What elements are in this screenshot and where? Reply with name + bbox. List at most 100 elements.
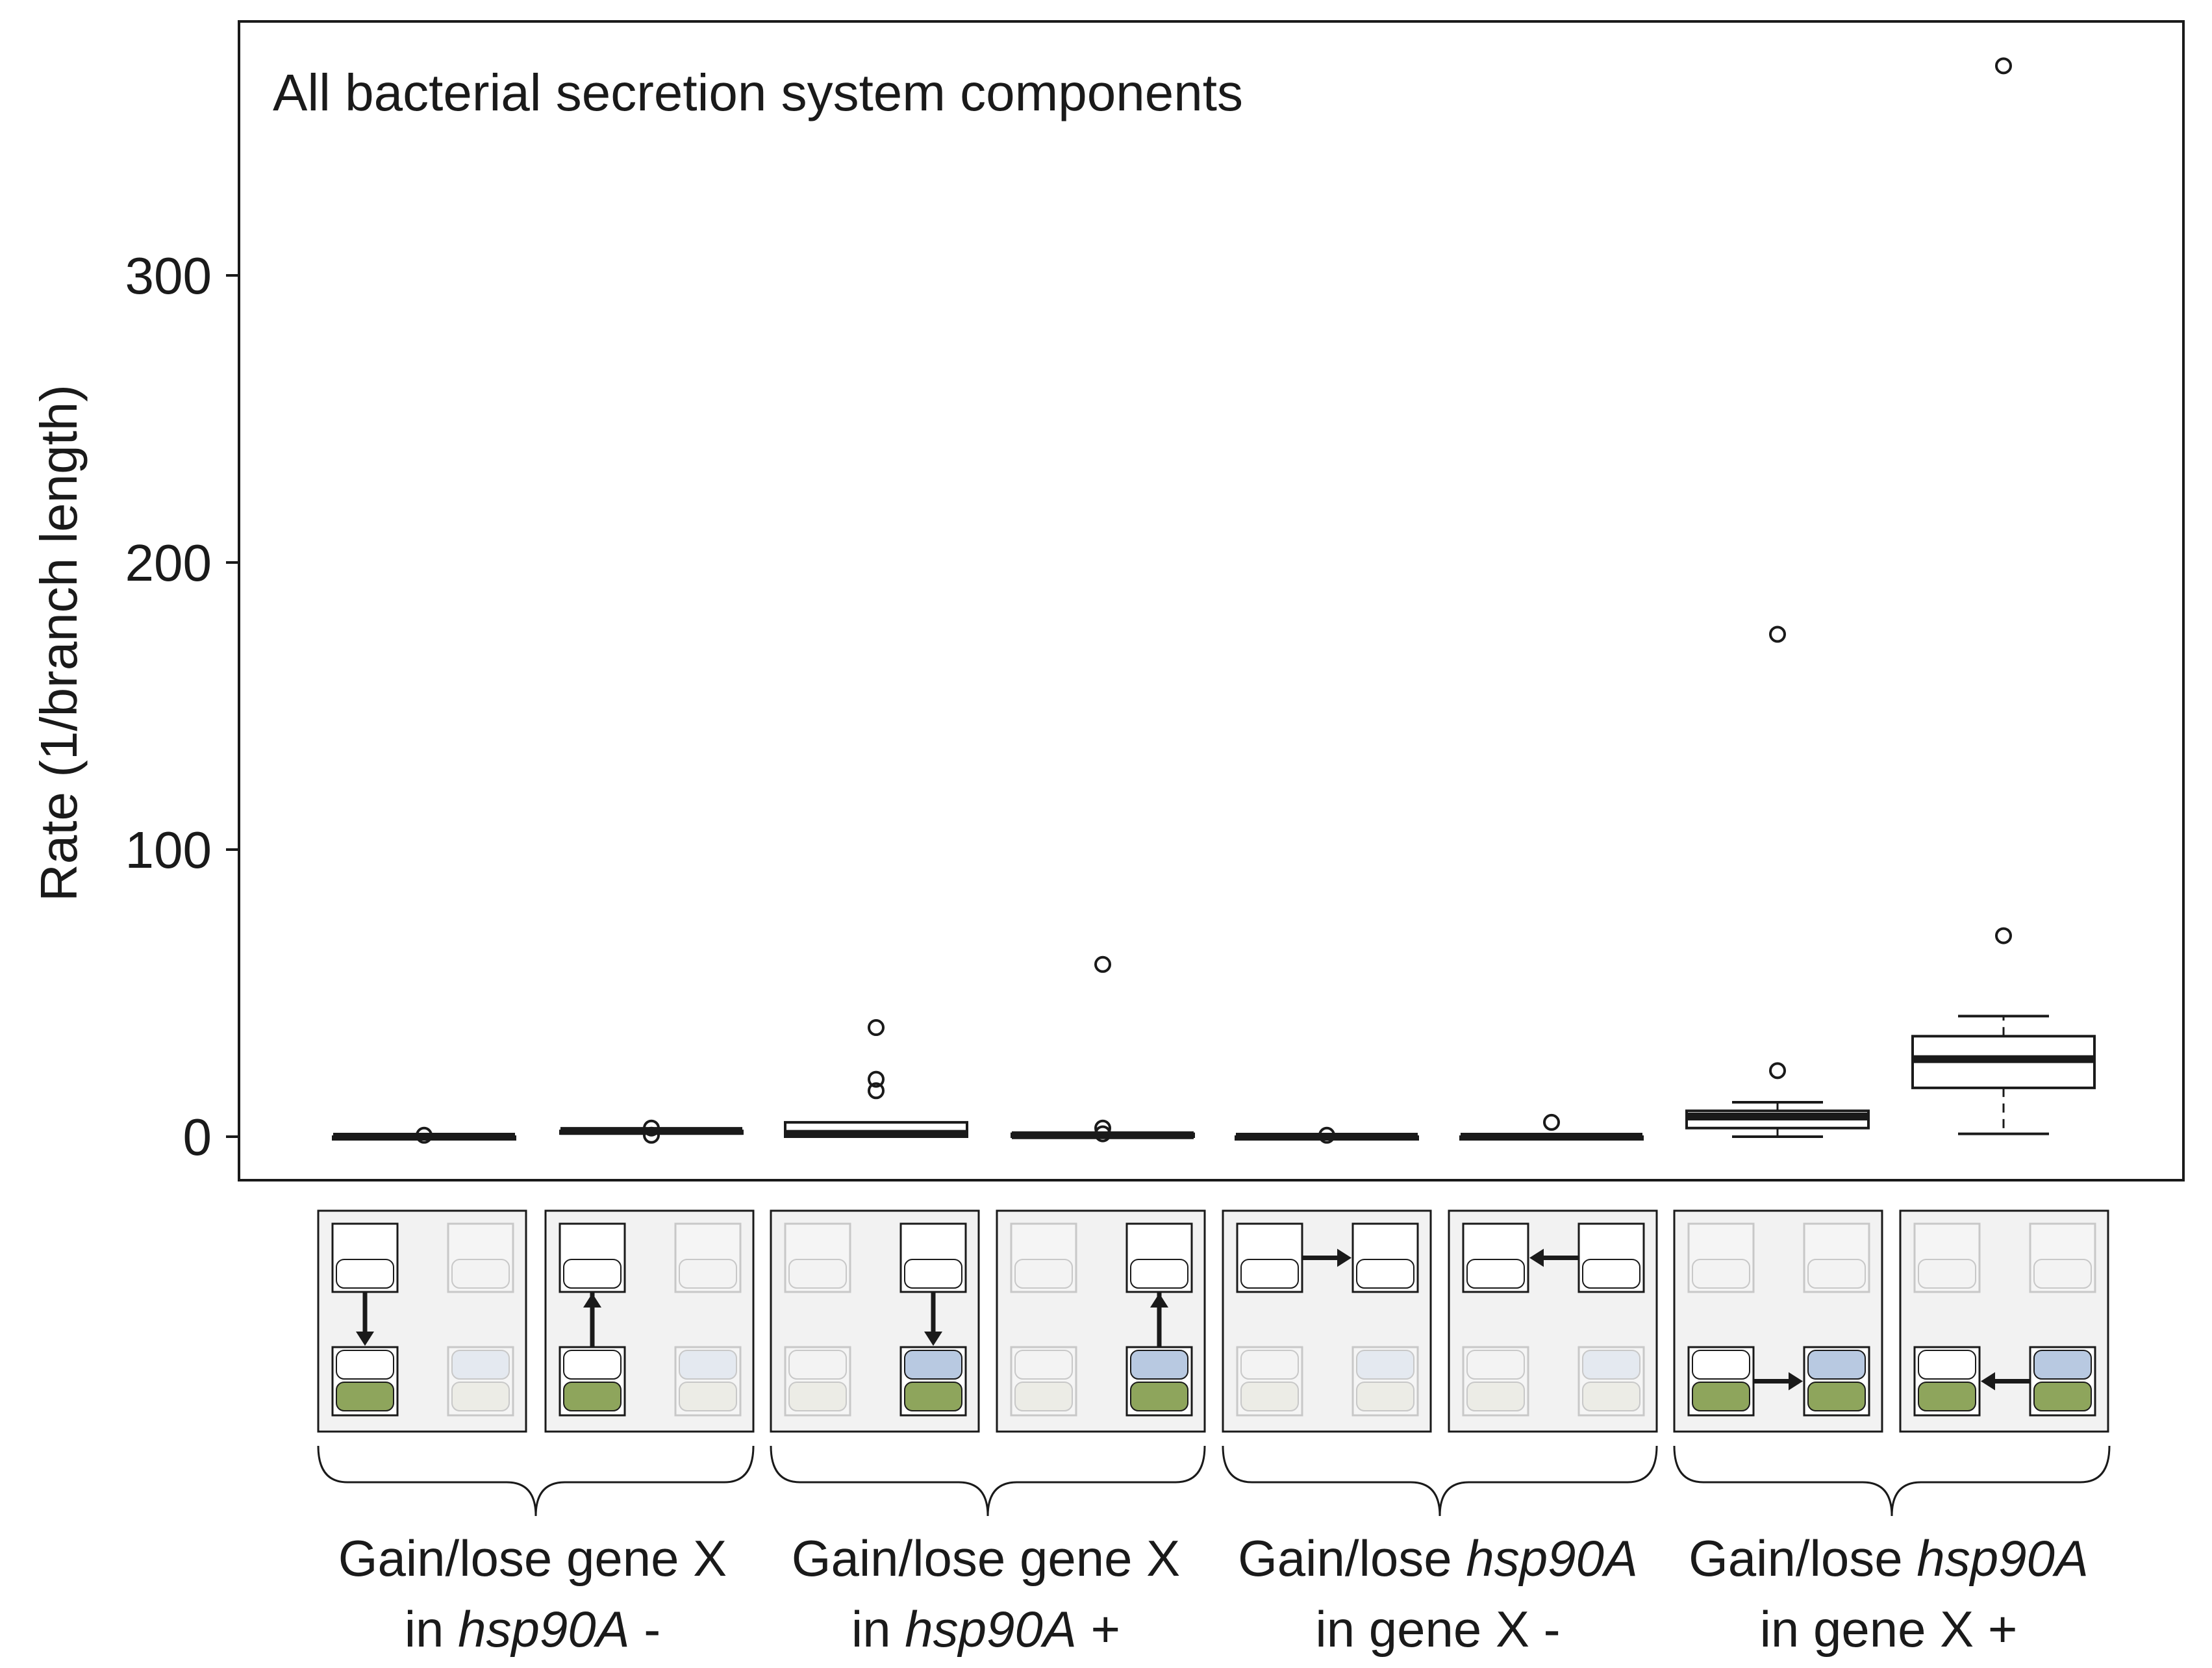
y-tick-label: 100	[125, 821, 212, 879]
group-label-4-line2: in gene X +	[1759, 1600, 2018, 1658]
gene-pill	[1130, 1259, 1188, 1289]
brace-1	[317, 1445, 755, 1517]
gene-pill	[336, 1259, 394, 1289]
boxes	[332, 57, 2096, 1144]
outlier-point	[1094, 1125, 1111, 1143]
outlier-point	[1318, 1126, 1335, 1144]
gene-pill	[1130, 1350, 1188, 1380]
arrow-head	[356, 1332, 374, 1346]
outlier-point	[868, 1082, 885, 1100]
gene-pill	[679, 1259, 737, 1289]
outlier-point	[1769, 1062, 1786, 1080]
group-label-4: Gain/lose hsp90A in gene X +	[1674, 1523, 2103, 1665]
gene-pill	[904, 1259, 962, 1289]
box-8	[1911, 57, 2096, 1135]
outlier-point	[1543, 1113, 1560, 1131]
gene-pill	[904, 1350, 962, 1380]
outlier-point	[643, 1119, 660, 1137]
state-panel-1	[317, 1209, 527, 1433]
state-panel-3	[770, 1209, 980, 1433]
box-4	[1011, 955, 1195, 1143]
hsp90-pill	[1356, 1382, 1414, 1411]
gene-pill	[788, 1350, 847, 1380]
gene-pill	[1692, 1350, 1750, 1380]
hsp90-pill	[904, 1382, 962, 1411]
outlier-point	[1769, 626, 1786, 643]
gene-pill	[1356, 1350, 1414, 1380]
gene-pill	[1918, 1259, 1976, 1289]
hsp90-pill	[1807, 1382, 1866, 1411]
group-label-1: Gain/lose gene X in hsp90A -	[318, 1523, 747, 1665]
y-tick-label: 200	[125, 534, 212, 592]
outlier-point	[868, 1070, 885, 1088]
y-tick-label: 0	[183, 1108, 212, 1166]
gene-pill	[563, 1350, 622, 1380]
group-label-3-line2: in gene X -	[1315, 1600, 1561, 1658]
brace-3	[1222, 1445, 1658, 1517]
group-label-2-line1: Gain/lose gene X	[791, 1530, 1181, 1587]
gene-pill	[451, 1259, 510, 1289]
hsp90-pill	[1130, 1382, 1188, 1411]
box-5	[1235, 1126, 1419, 1144]
hsp90-pill	[1582, 1382, 1640, 1411]
outlier-point	[1094, 955, 1111, 973]
state-panel-7	[1673, 1209, 1883, 1433]
hsp90-pill	[451, 1382, 510, 1411]
state-panel-6	[1448, 1209, 1658, 1433]
box-6	[1459, 1113, 1644, 1141]
arrow-head	[583, 1293, 601, 1308]
hsp90-pill	[1918, 1382, 1976, 1411]
group-label-4-line1: Gain/lose hsp90A	[1689, 1530, 2089, 1587]
gene-pill	[1918, 1350, 1976, 1380]
gene-pill	[336, 1350, 394, 1380]
group-label-3: Gain/lose hsp90A in gene X -	[1224, 1523, 1652, 1665]
gene-pill	[1582, 1259, 1640, 1289]
state-panel-8	[1899, 1209, 2109, 1433]
gene-pill	[1466, 1259, 1525, 1289]
outlier-point	[1094, 1119, 1111, 1137]
gene-pill	[1014, 1350, 1073, 1380]
y-axis: 0 100 200 300	[125, 247, 239, 1166]
arrow-head	[1789, 1372, 1803, 1391]
hsp90-pill	[1692, 1382, 1750, 1411]
gene-pill	[1466, 1350, 1525, 1380]
group-label-1-line1: Gain/lose gene X	[338, 1530, 727, 1587]
gene-pill	[1807, 1259, 1866, 1289]
hsp90-pill	[2033, 1382, 2092, 1411]
plot-frame	[238, 20, 2185, 1182]
brace-4	[1673, 1445, 2111, 1517]
group-label-2: Gain/lose gene X in hsp90A +	[772, 1523, 1200, 1665]
outlier-point	[1995, 57, 2012, 75]
gene-pill	[788, 1259, 847, 1289]
group-label-2-line2: in hsp90A +	[851, 1600, 1121, 1658]
gene-pill	[563, 1259, 622, 1289]
state-panel-4	[996, 1209, 1206, 1433]
box-7	[1685, 626, 1870, 1138]
gene-pill	[1240, 1259, 1299, 1289]
y-tick-label: 300	[125, 247, 212, 305]
state-panels	[317, 1209, 2109, 1433]
state-panel-2	[544, 1209, 755, 1433]
plot-annotation: All bacterial secretion system component…	[273, 64, 1243, 121]
outlier-point	[643, 1126, 660, 1144]
hsp90-pill	[563, 1382, 622, 1411]
gene-pill	[2033, 1350, 2092, 1380]
hsp90-pill	[679, 1382, 737, 1411]
arrow-head	[1337, 1248, 1351, 1267]
gene-pill	[2033, 1259, 2092, 1289]
outlier-point	[868, 1019, 885, 1037]
gene-pill	[1014, 1259, 1073, 1289]
arrow-head	[1150, 1293, 1168, 1308]
gene-pill	[1692, 1259, 1750, 1289]
gene-pill	[679, 1350, 737, 1380]
gene-pill	[1582, 1350, 1640, 1380]
gene-pill	[1240, 1350, 1299, 1380]
y-axis-label: Rate (1/branch length)	[30, 385, 88, 902]
outlier-point	[1995, 927, 2012, 944]
box-2	[559, 1119, 744, 1144]
arrow-head	[1981, 1372, 1995, 1391]
hsp90-pill	[1240, 1382, 1299, 1411]
brace-2	[770, 1445, 1206, 1517]
arrow-head	[1529, 1248, 1544, 1267]
